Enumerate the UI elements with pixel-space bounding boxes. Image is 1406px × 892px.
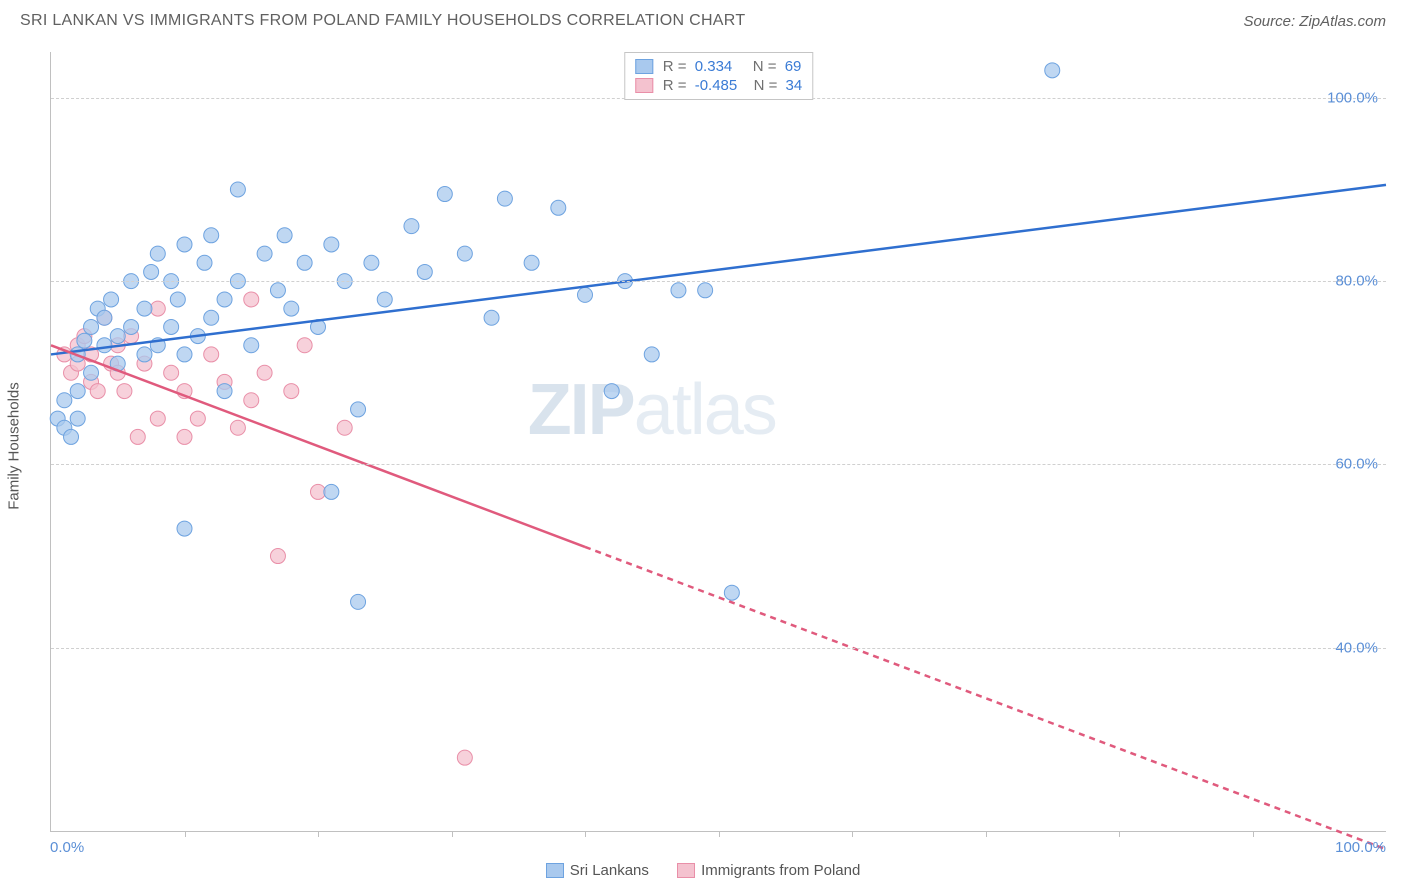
x-tick bbox=[1253, 831, 1254, 837]
y-axis-label: Family Households bbox=[6, 382, 23, 510]
legend-item-blue: Sri Lankans bbox=[546, 862, 649, 879]
n-value-blue: 69 bbox=[785, 58, 802, 75]
x-axis-min-label: 0.0% bbox=[50, 839, 84, 856]
n-value-pink: 34 bbox=[786, 77, 803, 94]
chart-title: SRI LANKAN VS IMMIGRANTS FROM POLAND FAM… bbox=[20, 12, 745, 30]
x-tick bbox=[585, 831, 586, 837]
legend-row-blue: R = 0.334 N = 69 bbox=[635, 57, 802, 76]
r-value-pink: -0.485 bbox=[695, 77, 738, 94]
swatch-blue-icon bbox=[546, 863, 564, 878]
correlation-legend: R = 0.334 N = 69 R = -0.485 N = 34 bbox=[624, 52, 813, 100]
gridline bbox=[51, 648, 1386, 649]
swatch-pink bbox=[635, 78, 653, 93]
y-tick-label: 100.0% bbox=[1327, 89, 1378, 106]
x-tick bbox=[318, 831, 319, 837]
x-tick bbox=[719, 831, 720, 837]
x-tick bbox=[986, 831, 987, 837]
y-tick-label: 60.0% bbox=[1335, 456, 1378, 473]
series-legend: Sri Lankans Immigrants from Poland bbox=[0, 862, 1406, 882]
scatter-plot-svg bbox=[51, 52, 1386, 831]
swatch-pink-icon bbox=[677, 863, 695, 878]
gridline bbox=[51, 281, 1386, 282]
r-value-blue: 0.334 bbox=[695, 58, 733, 75]
gridline bbox=[51, 464, 1386, 465]
y-tick-label: 80.0% bbox=[1335, 273, 1378, 290]
swatch-blue bbox=[635, 59, 653, 74]
y-tick-label: 40.0% bbox=[1335, 639, 1378, 656]
x-tick bbox=[852, 831, 853, 837]
legend-item-pink: Immigrants from Poland bbox=[677, 862, 860, 879]
chart-plot-area: ZIPatlas R = 0.334 N = 69 R = -0.485 N =… bbox=[50, 52, 1386, 832]
x-tick bbox=[1119, 831, 1120, 837]
x-tick bbox=[185, 831, 186, 837]
x-axis-max-label: 100.0% bbox=[1335, 839, 1386, 856]
source-label: Source: ZipAtlas.com bbox=[1243, 13, 1386, 30]
x-tick bbox=[452, 831, 453, 837]
legend-row-pink: R = -0.485 N = 34 bbox=[635, 76, 802, 95]
